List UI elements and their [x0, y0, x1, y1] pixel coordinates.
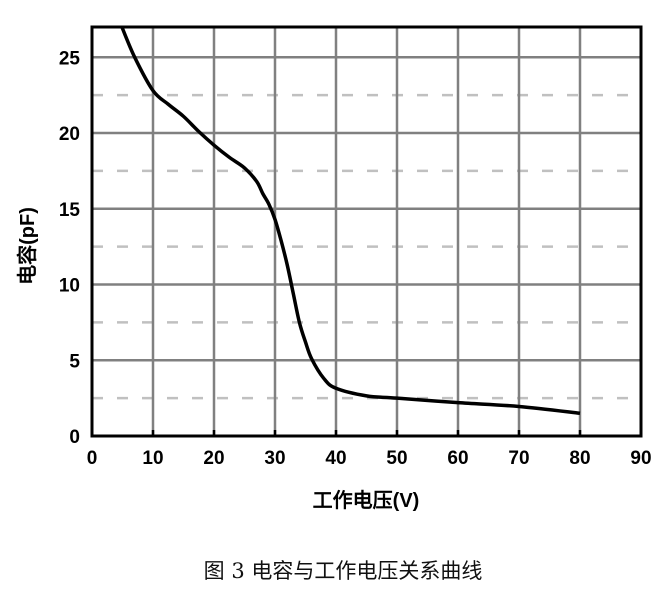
plot-frame [90, 25, 643, 438]
x-tick-label: 90 [630, 448, 651, 469]
y-tick-label: 5 [69, 351, 80, 372]
y-tick-label: 15 [59, 200, 81, 221]
tick-labels: 0 10 20 30 40 50 60 70 80 90 0 5 10 15 20 25 [59, 48, 652, 469]
y-tick-label: 0 [69, 427, 80, 448]
x-tick-label: 0 [87, 448, 98, 469]
x-tick-label: 20 [203, 448, 224, 469]
x-tick-label: 60 [447, 448, 468, 469]
x-tick-label: 10 [142, 448, 163, 469]
x-tick-label: 30 [264, 448, 285, 469]
capacitance-curve [120, 26, 581, 416]
y-tick-label: 25 [59, 48, 81, 69]
x-tick-label: 40 [325, 448, 346, 469]
x-tick-label: 70 [508, 448, 529, 469]
y-axis-label: 电容(pF) [15, 207, 39, 285]
x-axis-label: 工作电压(V) [313, 488, 420, 512]
y-tick-label: 10 [59, 276, 80, 297]
x-tick-label: 50 [386, 448, 407, 469]
figure-caption: 图 3 电容与工作电压关系曲线 [204, 559, 483, 583]
grid [90, 27, 643, 438]
x-tick-label: 80 [569, 448, 590, 469]
y-tick-label: 20 [59, 124, 80, 145]
